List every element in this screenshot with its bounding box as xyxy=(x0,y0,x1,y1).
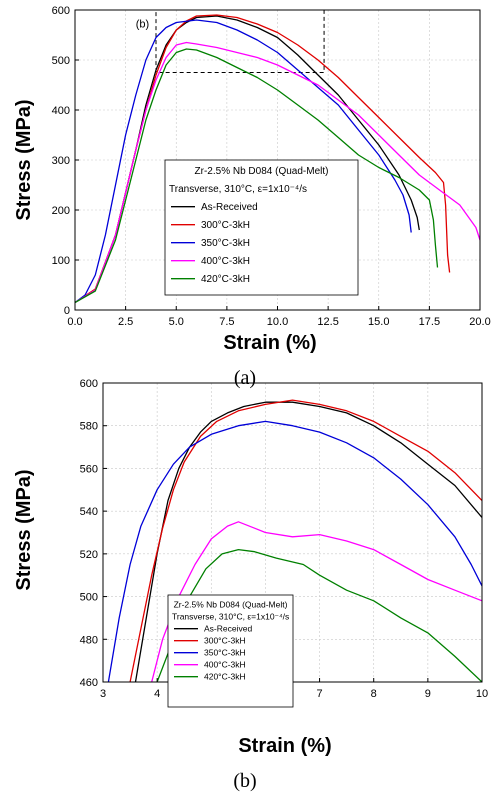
panel-caption: (a) xyxy=(234,367,256,389)
y-tick-label: 480 xyxy=(80,634,98,646)
panel-caption: (b) xyxy=(233,770,256,792)
x-tick-label: 3 xyxy=(100,688,106,700)
legend-entry-2: 350°C-3kH xyxy=(204,648,246,658)
series-line-0 xyxy=(75,15,420,304)
legend-entry-0: As-Received xyxy=(204,624,252,634)
legend: Zr-2.5% Nb D084 (Quad-Melt) Transverse, 3… xyxy=(164,159,359,296)
x-tick-label: 8 xyxy=(371,688,377,700)
x-tick-label: 7.5 xyxy=(219,316,234,328)
x-tick-label: 20.0 xyxy=(469,316,490,328)
legend-entry-3: 400°C-3kH xyxy=(204,660,246,670)
y-tick-label: 500 xyxy=(80,592,98,604)
x-tick-label: 12.5 xyxy=(317,316,338,328)
series-line-2 xyxy=(107,420,482,682)
x-tick-label: 10.0 xyxy=(267,316,288,328)
x-tick-label: 0.0 xyxy=(67,316,82,328)
chart-panel-a: (b) 0.0 2.5 5.0 7.5 10.0 12.5 15.0 17.5 20.0 0 100 2… xyxy=(13,5,491,389)
series-line-4 xyxy=(75,48,439,304)
y-tick-label: 200 xyxy=(52,205,70,217)
series-line-0 xyxy=(134,401,482,682)
series-line-3 xyxy=(75,41,480,304)
x-tick-label: 2.5 xyxy=(118,316,133,328)
zoom-region-box xyxy=(155,9,325,73)
legend-title-line-2: Transverse, 310°C, ε=1x10⁻⁴/s xyxy=(172,612,289,622)
y-tick-label: 600 xyxy=(52,5,70,17)
y-tick-label: 560 xyxy=(80,463,98,475)
legend-entry-3: 400°C-3kH xyxy=(201,256,250,267)
legend: Zr-2.5% Nb D084 (Quad-Melt) Transverse, 3… xyxy=(167,594,294,708)
x-tick-label: 5.0 xyxy=(169,316,184,328)
inset-label: (b) xyxy=(136,19,149,31)
legend-entry-4: 420°C-3kH xyxy=(201,274,250,285)
x-axis-title: Strain (%) xyxy=(223,332,316,354)
y-tick-label: 500 xyxy=(52,55,70,67)
legend-entry-4: 420°C-3kH xyxy=(204,672,246,682)
series-line-3 xyxy=(151,521,482,682)
chart-panel-b: 345678910460480500520540560580600Strain … xyxy=(13,378,488,792)
legend-entry-2: 350°C-3kH xyxy=(201,238,250,249)
x-tick-label: 17.5 xyxy=(419,316,440,328)
legend-entry-1: 300°C-3kH xyxy=(201,220,250,231)
legend-title-line-2: Transverse, 310°C, ε=1x10⁻⁴/s xyxy=(169,184,307,195)
legend-box xyxy=(164,159,359,296)
y-tick-label: 100 xyxy=(52,255,70,267)
y-tick-label: 400 xyxy=(52,105,70,117)
legend-title-line-1: Zr-2.5% Nb D084 (Quad-Melt) xyxy=(195,166,329,177)
y-axis-title: Stress (MPa) xyxy=(13,99,35,220)
y-axis-title: Stress (MPa) xyxy=(13,469,35,590)
y-tick-label: 600 xyxy=(80,378,98,390)
y-tick-label: 0 xyxy=(64,305,70,317)
legend-title-line-1: Zr-2.5% Nb D084 (Quad-Melt) xyxy=(174,600,288,610)
y-tick-label: 540 xyxy=(80,506,98,518)
series-line-2 xyxy=(75,19,412,304)
x-tick-label: 9 xyxy=(425,688,431,700)
x-axis-title: Strain (%) xyxy=(238,735,331,757)
x-tick-label: 10 xyxy=(476,688,488,700)
x-tick-label: 7 xyxy=(317,688,323,700)
y-tick-label: 300 xyxy=(52,155,70,167)
legend-box xyxy=(167,594,294,708)
series-line-4 xyxy=(156,548,482,682)
legend-entry-0: As-Received xyxy=(201,202,258,213)
y-tick-label: 520 xyxy=(80,549,98,561)
y-tick-label: 460 xyxy=(80,677,98,689)
x-tick-label: 15.0 xyxy=(368,316,389,328)
legend-entry-1: 300°C-3kH xyxy=(204,636,246,646)
series-line-1 xyxy=(129,399,482,682)
x-tick-label: 4 xyxy=(154,688,160,700)
y-tick-label: 580 xyxy=(80,421,98,433)
